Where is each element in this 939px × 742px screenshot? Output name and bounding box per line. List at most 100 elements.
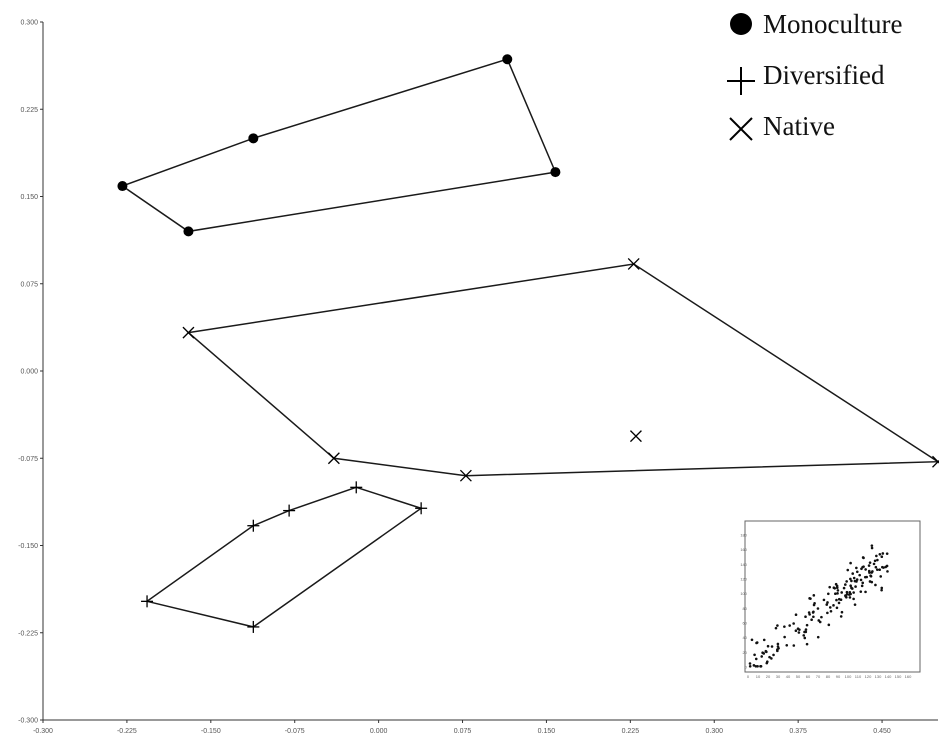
inset-point [827,592,830,596]
y-tick-label: -0.075 [18,456,38,463]
inset-point [836,589,840,592]
inset-point [852,576,856,580]
inset-point [785,643,789,647]
inset-point [853,603,857,606]
legend-label-native: Native [763,111,835,141]
y-tick-label: 0.075 [20,281,38,288]
inset-point [875,554,878,558]
inset-point [828,606,832,609]
inset-point [794,629,798,632]
inset-point [835,586,839,590]
x-tick-label: -0.150 [201,728,221,735]
inset-point [783,625,786,628]
inset-point [874,565,878,569]
inset-point [820,615,823,619]
inset-y-tick-label: 60 [743,621,748,626]
inset-x-tick-label: 100 [845,674,852,679]
y-tick-label: -0.225 [18,630,38,637]
inset-point [886,570,889,573]
inset-point [840,610,844,614]
inset-point [884,565,887,569]
inset-point [880,555,884,559]
inset-point [868,580,872,583]
native-point [182,326,195,339]
inset-point [776,642,780,646]
monoculture-hull [120,58,557,233]
inset-point [854,585,857,588]
diversified-point [350,481,363,494]
inset-point [859,590,863,593]
inset-point [834,592,837,596]
native-point [627,258,640,270]
inset-point [748,664,752,668]
monoculture-point [183,226,194,237]
inset-point [881,552,885,555]
monoculture-point [248,133,259,144]
legend-item-monoculture: Monoculture [730,9,902,39]
native-hull [186,263,939,477]
inset-point [776,624,779,627]
inset-point [812,594,816,597]
y-tick-label: 0.300 [20,20,38,27]
inset-point [863,575,867,579]
inset-point [755,641,758,645]
inset-point [776,648,779,651]
inset-point [748,662,752,665]
inset-point [852,591,855,594]
inset-point [858,573,861,577]
inset-point [792,644,796,647]
y-tick-label: 0.000 [20,369,38,376]
inset-point [770,657,773,660]
inset-point [754,657,758,661]
native-point [459,469,472,482]
inset-x-tick-label: 140 [885,674,892,679]
diversified-point [415,502,428,515]
inset-point [855,578,859,581]
inset-x-tick-label: 90 [836,674,841,679]
inset-point [762,652,766,655]
inset-point [874,583,877,587]
inset-x-tick-label: 20 [766,674,771,679]
inset-point [832,586,836,590]
y-tick-label: 0.150 [20,194,38,201]
inset-point [764,649,768,653]
inset-point [812,610,815,614]
legend-marker-cross [729,117,753,141]
diversified-point [247,620,260,633]
inset-point [880,588,883,592]
inset-point [825,603,829,606]
inset-point [861,581,865,585]
legend-marker-circle [730,13,752,35]
inset-point [832,604,835,607]
inset-point [840,591,843,594]
inset-point [859,578,863,582]
inset-y-tick-label: 20 [743,650,748,655]
inset-y-tick-label: 120 [740,577,747,582]
inset-point [861,556,865,559]
inset-point [768,655,771,659]
inset-point [822,598,826,602]
inset-point [860,584,864,588]
inset-x-tick-label: 40 [786,674,791,679]
inset-point [872,562,876,566]
inset-point [826,611,829,615]
inset-point [864,590,867,594]
inset-point [842,586,846,590]
native-point [629,430,642,443]
inset-x-tick-label: 50 [796,674,801,679]
inset-point [810,618,813,622]
x-tick-label: -0.300 [33,728,53,735]
inset-point [816,635,820,639]
inset-point [798,628,801,631]
inset-point [835,606,839,610]
monoculture-point [550,167,561,178]
inset-x-tick-label: 30 [776,674,781,679]
x-tick-label: 0.450 [873,728,891,735]
inset-y-tick-label: 140 [740,562,747,567]
inset-x-tick-label: 160 [905,674,912,679]
inset-x-tick-label: 70 [816,674,821,679]
inset-point [849,584,852,588]
inset-point [844,583,847,586]
inset-point [802,634,806,637]
